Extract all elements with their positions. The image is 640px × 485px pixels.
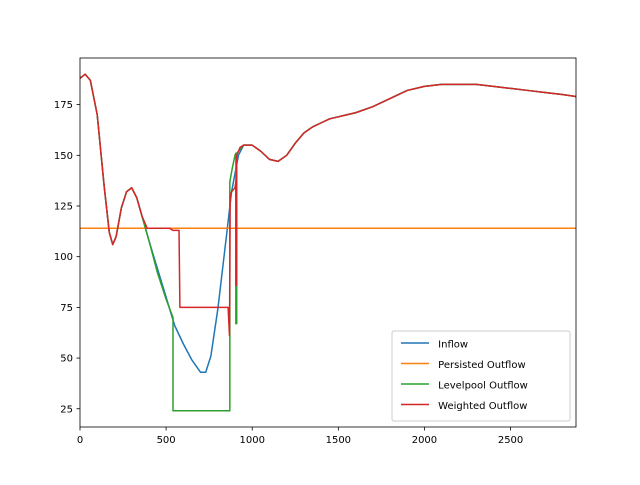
series-layer xyxy=(80,73,576,412)
plot-area-frame xyxy=(79,57,577,428)
legend: Inflow Persisted Outflow Levelpool Outfl… xyxy=(391,330,571,422)
x-tick-label: 0 xyxy=(77,435,83,446)
y-tick-label: 50 xyxy=(60,354,73,365)
y-tick-label: 125 xyxy=(54,202,73,213)
legend-label: Persisted Outflow xyxy=(435,360,526,371)
legend-label: Weighted Outflow xyxy=(435,401,527,412)
y-tick-label: 100 xyxy=(54,252,73,263)
x-axis: 0 500 1000 1500 2000 2500 xyxy=(77,427,523,446)
x-tick-label: 500 xyxy=(157,435,176,446)
series-line-4 xyxy=(80,73,576,337)
legend-label: Levelpool Outflow xyxy=(435,381,528,392)
y-axis: 25 50 75 100 125 150 175 xyxy=(54,100,80,415)
x-tick-label: 2500 xyxy=(498,435,523,446)
y-tick-label: 75 xyxy=(60,303,73,314)
y-tick-label: 150 xyxy=(54,151,73,162)
legend-frame xyxy=(391,330,571,422)
y-tick-label: 25 xyxy=(60,404,73,415)
legend-label: Inflow xyxy=(435,340,468,351)
y-tick-label: 175 xyxy=(54,100,73,111)
x-tick-label: 1000 xyxy=(239,435,264,446)
x-tick-label: 2000 xyxy=(412,435,437,446)
x-tick-label: 1500 xyxy=(326,435,351,446)
